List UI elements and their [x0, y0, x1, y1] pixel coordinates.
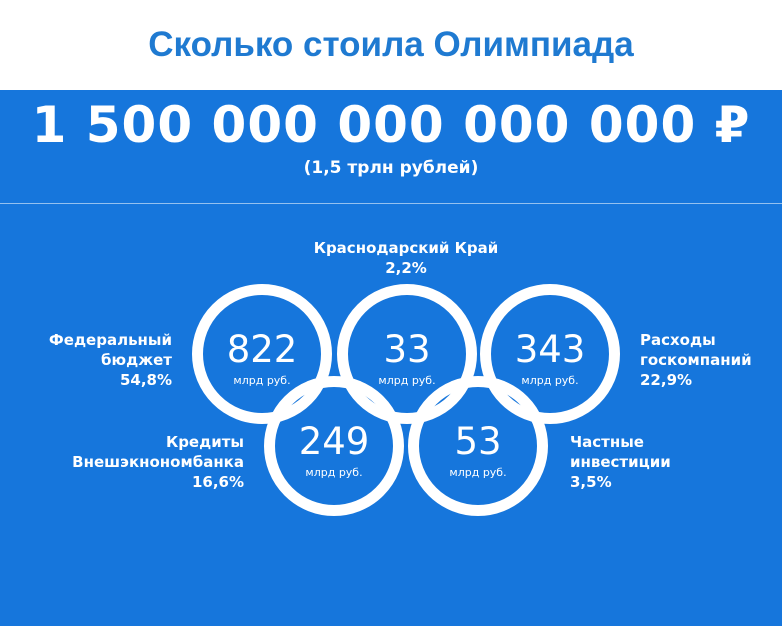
- label-krasnodar-line1: Краснодарский Край: [313, 239, 499, 257]
- divider: [0, 203, 782, 204]
- page-title: Сколько стоила Олимпиада: [148, 25, 634, 64]
- label-federal-line1: Федеральный: [48, 331, 172, 349]
- value-federal: 822: [226, 328, 298, 371]
- unit-stateco: млрд руб.: [521, 374, 579, 387]
- ring-private: [408, 376, 548, 516]
- label-krasnodar: Краснодарский Край 2,2%: [280, 238, 532, 278]
- label-private: Частные инвестиции 3,5%: [570, 432, 750, 492]
- label-veb-line2: Внешэкнономбанка: [72, 453, 244, 471]
- unit-veb: млрд руб.: [305, 466, 363, 479]
- label-private-percent: 3,5%: [570, 473, 612, 491]
- label-stateco-percent: 22,9%: [640, 371, 693, 389]
- label-stateco-line2: госкомпаний: [640, 351, 752, 369]
- ring-veb: [264, 376, 404, 516]
- label-stateco: Расходы госкомпаний 22,9%: [640, 330, 780, 390]
- value-krasnodar: 33: [383, 328, 431, 371]
- ring-stateco: [480, 284, 620, 424]
- label-private-line2: инвестиции: [570, 453, 671, 471]
- label-veb-line1: Кредиты: [165, 433, 244, 451]
- unit-federal: млрд руб.: [233, 374, 291, 387]
- ring-federal: [192, 284, 332, 424]
- label-federal-line2: бюджет: [101, 351, 172, 369]
- label-federal-percent: 54,8%: [119, 371, 172, 389]
- label-private-line1: Частные: [570, 433, 644, 451]
- label-federal: Федеральный бюджет 54,8%: [20, 330, 172, 390]
- label-stateco-line1: Расходы: [640, 331, 716, 349]
- value-stateco: 343: [514, 328, 586, 371]
- label-krasnodar-percent: 2,2%: [385, 259, 427, 277]
- unit-krasnodar: млрд руб.: [378, 374, 436, 387]
- total-amount: 1 500 000 000 000 000 ₽: [31, 96, 751, 154]
- value-veb: 249: [298, 420, 370, 463]
- label-veb-percent: 16,6%: [191, 473, 244, 491]
- ring-krasnodar: [337, 284, 477, 424]
- total-amount-note: (1,5 трлн рублей): [303, 158, 479, 178]
- unit-private: млрд руб.: [449, 466, 507, 479]
- label-veb: Кредиты Внешэкнономбанка 16,6%: [40, 432, 244, 492]
- value-private: 53: [454, 420, 502, 463]
